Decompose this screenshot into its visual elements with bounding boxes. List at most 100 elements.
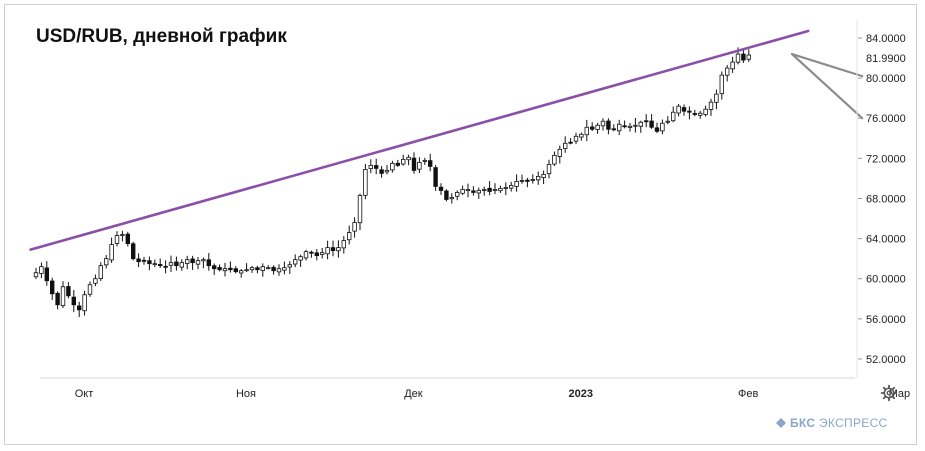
- candle-body: [77, 305, 82, 311]
- candle-body: [703, 108, 708, 115]
- candle-body: [346, 232, 352, 241]
- candle-body: [644, 120, 649, 123]
- candle: [298, 254, 303, 267]
- candle: [465, 183, 471, 198]
- candle: [725, 65, 730, 82]
- candle: [287, 261, 292, 275]
- candle-body: [465, 189, 471, 191]
- candle-body: [363, 168, 368, 196]
- candle: [255, 265, 260, 274]
- candle: [168, 255, 174, 272]
- candle-body: [422, 159, 427, 162]
- x-tick-label: Ноя: [236, 388, 256, 400]
- candle: [130, 241, 136, 261]
- candle-body: [444, 190, 449, 200]
- candle-body: [660, 122, 665, 132]
- candle-body: [735, 53, 741, 63]
- candle: [573, 132, 579, 145]
- candle: [546, 159, 552, 179]
- candle: [433, 165, 438, 191]
- candle-body: [33, 272, 39, 278]
- candle: [341, 236, 346, 254]
- candle: [33, 267, 39, 279]
- candle-body: [357, 195, 363, 224]
- candle: [708, 98, 714, 116]
- candle-body: [627, 125, 633, 128]
- candle-body: [174, 261, 179, 267]
- candle-body: [50, 280, 55, 295]
- candle: [406, 154, 411, 166]
- candle: [222, 262, 228, 277]
- candle-body: [481, 189, 487, 191]
- candle-body: [530, 179, 535, 181]
- candle-body: [93, 278, 98, 284]
- candle-body: [244, 269, 249, 272]
- bks-logo-icon: [776, 418, 786, 428]
- trendlines-layer: [29, 29, 864, 251]
- candle: [330, 240, 336, 257]
- x-axis: ОктНояДек2023ФевМарАпр24: [40, 20, 910, 400]
- candle-body: [98, 265, 103, 279]
- candles-layer: [33, 47, 751, 318]
- candle: [536, 171, 541, 185]
- candle: [265, 265, 271, 270]
- candle: [600, 118, 606, 131]
- candle: [244, 263, 249, 273]
- candle-body: [487, 187, 492, 192]
- candle: [303, 249, 309, 261]
- candle: [152, 259, 157, 267]
- candle: [422, 157, 427, 165]
- candle-body: [336, 247, 341, 252]
- candle: [233, 266, 238, 274]
- candle-body: [519, 180, 525, 182]
- candle-body: [141, 259, 147, 262]
- candle-body: [390, 162, 395, 171]
- candle: [411, 152, 417, 174]
- candle: [606, 118, 611, 135]
- candle-body: [476, 190, 481, 194]
- candle-body: [579, 133, 584, 138]
- candle: [271, 265, 276, 275]
- candle-body: [109, 244, 114, 261]
- candle: [552, 151, 557, 167]
- candle-body: [325, 247, 330, 255]
- candle-body: [104, 258, 109, 266]
- candle: [363, 163, 368, 200]
- candle-body: [681, 107, 687, 112]
- y-axis: 84.0000 80.0000 76.0000 72.0000 68.0000 64.00…: [858, 33, 906, 366]
- candle-body: [449, 197, 454, 200]
- candle: [190, 255, 195, 270]
- candle-body: [400, 158, 406, 165]
- candle-body: [163, 265, 168, 268]
- candle: [681, 104, 687, 116]
- candle: [584, 119, 589, 142]
- current-price-label: 81.9900: [866, 53, 906, 65]
- candle: [449, 193, 454, 204]
- candle-body: [184, 259, 190, 264]
- chart-frame: [4, 4, 917, 445]
- candle-body: [201, 259, 206, 262]
- candle-body: [271, 266, 276, 272]
- gear-icon[interactable]: [880, 384, 898, 402]
- candle: [703, 105, 708, 117]
- candle: [93, 274, 98, 287]
- candle-body: [303, 251, 309, 259]
- candle-body: [406, 156, 411, 161]
- candle: [136, 253, 141, 268]
- candle-body: [730, 61, 735, 70]
- candle-body: [714, 93, 719, 103]
- candle-body: [692, 113, 697, 115]
- candle-body: [411, 157, 417, 171]
- candle-body: [114, 235, 120, 244]
- candle-body: [287, 264, 292, 268]
- candle: [50, 277, 55, 300]
- candle: [87, 281, 93, 297]
- candle-body: [568, 141, 573, 144]
- candle: [476, 187, 481, 199]
- candle: [638, 120, 643, 133]
- candle: [104, 255, 109, 269]
- candle-body: [60, 286, 66, 306]
- candle: [157, 258, 163, 268]
- candle-body: [255, 267, 260, 271]
